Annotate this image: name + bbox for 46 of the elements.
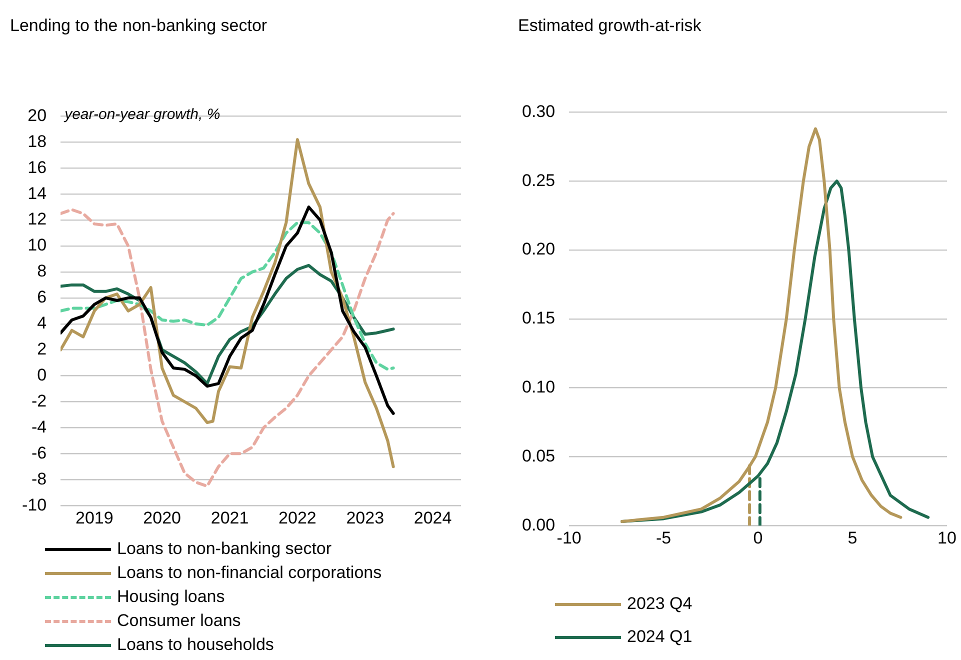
y-tick-label: 0.05 [522, 446, 556, 466]
x-tick-label: -5 [656, 528, 672, 548]
legend-label: 2023 Q4 [627, 593, 692, 615]
y-tick-label: 20 [28, 106, 47, 125]
y-axis-title: year-on-year growth, % [64, 106, 220, 123]
x-tick-label: 2023 [346, 508, 384, 528]
x-tick-label: -10 [556, 528, 582, 548]
legend-label: Consumer loans [117, 610, 241, 632]
y-tick-label: 0.30 [522, 102, 556, 121]
y-tick-label: 0.00 [522, 515, 556, 534]
y-tick-label: 0 [37, 365, 47, 384]
y-tick-label: 14 [28, 184, 47, 203]
y-tick-label: -2 [31, 391, 47, 410]
y-tick-label: 10 [28, 236, 47, 255]
x-tick-label: 2021 [210, 508, 249, 528]
y-tick-label: 4 [37, 314, 47, 333]
y-tick-label: 2 [37, 340, 47, 359]
legend-label: Loans to non-banking sector [117, 538, 332, 560]
y-tick-label: -10 [22, 495, 47, 514]
x-tick-label: 2019 [75, 508, 114, 528]
y-tick-label: 0.10 [522, 377, 556, 396]
y-tick-label: 8 [37, 262, 47, 281]
chart-title: Lending to the non-banking sector [10, 16, 268, 36]
x-tick-label: 5 [848, 528, 858, 548]
legend-label: Loans to households [117, 634, 274, 656]
x-tick-label: 2020 [143, 508, 181, 528]
x-tick-label: 2022 [278, 508, 316, 528]
chart-title: Estimated growth-at-risk [518, 16, 702, 36]
y-tick-label: 6 [37, 288, 47, 307]
x-tick-label: 2024 [414, 508, 452, 528]
y-tick-label: -8 [31, 469, 47, 488]
y-tick-label: -6 [31, 443, 47, 462]
legend-label: Housing loans [117, 586, 225, 608]
x-tick-label: 10 [938, 528, 956, 548]
y-tick-label: 12 [28, 210, 47, 229]
x-tick-label: 0 [753, 528, 763, 548]
line-series [60, 221, 395, 371]
y-tick-label: 16 [28, 158, 47, 177]
line-series [60, 208, 395, 488]
y-tick-label: -4 [31, 417, 47, 436]
legend-label: Loans to non-financial corporations [117, 562, 382, 584]
y-tick-label: 0.20 [522, 240, 556, 259]
y-tick-label: 0.25 [522, 170, 556, 190]
legend-label: 2024 Q1 [627, 626, 692, 648]
y-tick-label: 0.15 [522, 308, 556, 328]
y-tick-label: 18 [28, 132, 47, 151]
